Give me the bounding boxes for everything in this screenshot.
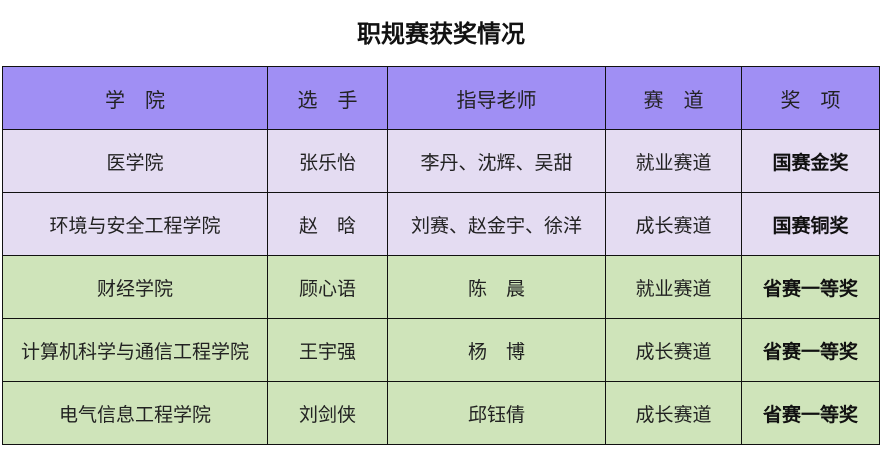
- cell-award: 省赛一等奖: [741, 381, 880, 445]
- cell-advisors: 杨 博: [387, 318, 606, 382]
- table-row: 计算机科学与通信工程学院 王宇强 杨 博 成长赛道 省赛一等奖: [2, 318, 880, 382]
- page-title: 职规赛获奖情况: [357, 20, 525, 48]
- cell-award: 国赛铜奖: [741, 192, 880, 256]
- cell-track: 成长赛道: [605, 318, 742, 382]
- cell-award: 省赛一等奖: [741, 318, 880, 382]
- cell-player: 张乐怡: [267, 129, 388, 193]
- header-award: 奖 项: [741, 66, 880, 130]
- cell-player: 刘剑侠: [267, 381, 388, 445]
- cell-award: 省赛一等奖: [741, 255, 880, 319]
- cell-college: 电气信息工程学院: [2, 381, 268, 445]
- cell-player: 赵 晗: [267, 192, 388, 256]
- cell-track: 就业赛道: [605, 255, 742, 319]
- awards-table: 学 院 选 手 指导老师 赛 道 奖 项 医学院 张乐怡 李丹、沈辉、吴甜 就业…: [2, 66, 880, 445]
- cell-college: 财经学院: [2, 255, 268, 319]
- cell-track: 成长赛道: [605, 381, 742, 445]
- cell-college: 计算机科学与通信工程学院: [2, 318, 268, 382]
- cell-advisors: 刘赛、赵金宇、徐洋: [387, 192, 606, 256]
- header-player: 选 手: [267, 66, 388, 130]
- cell-award: 国赛金奖: [741, 129, 880, 193]
- header-college: 学 院: [2, 66, 268, 130]
- header-advisors: 指导老师: [387, 66, 606, 130]
- cell-advisors: 邱钰倩: [387, 381, 606, 445]
- table-row: 环境与安全工程学院 赵 晗 刘赛、赵金宇、徐洋 成长赛道 国赛铜奖: [2, 192, 880, 256]
- table-row: 电气信息工程学院 刘剑侠 邱钰倩 成长赛道 省赛一等奖: [2, 381, 880, 445]
- cell-track: 就业赛道: [605, 129, 742, 193]
- cell-advisors: 李丹、沈辉、吴甜: [387, 129, 606, 193]
- cell-player: 顾心语: [267, 255, 388, 319]
- header-row: 学 院 选 手 指导老师 赛 道 奖 项: [2, 66, 880, 130]
- cell-college: 环境与安全工程学院: [2, 192, 268, 256]
- table-row: 财经学院 顾心语 陈 晨 就业赛道 省赛一等奖: [2, 255, 880, 319]
- table-row: 医学院 张乐怡 李丹、沈辉、吴甜 就业赛道 国赛金奖: [2, 129, 880, 193]
- cell-advisors: 陈 晨: [387, 255, 606, 319]
- cell-player: 王宇强: [267, 318, 388, 382]
- header-track: 赛 道: [605, 66, 742, 130]
- cell-college: 医学院: [2, 129, 268, 193]
- cell-track: 成长赛道: [605, 192, 742, 256]
